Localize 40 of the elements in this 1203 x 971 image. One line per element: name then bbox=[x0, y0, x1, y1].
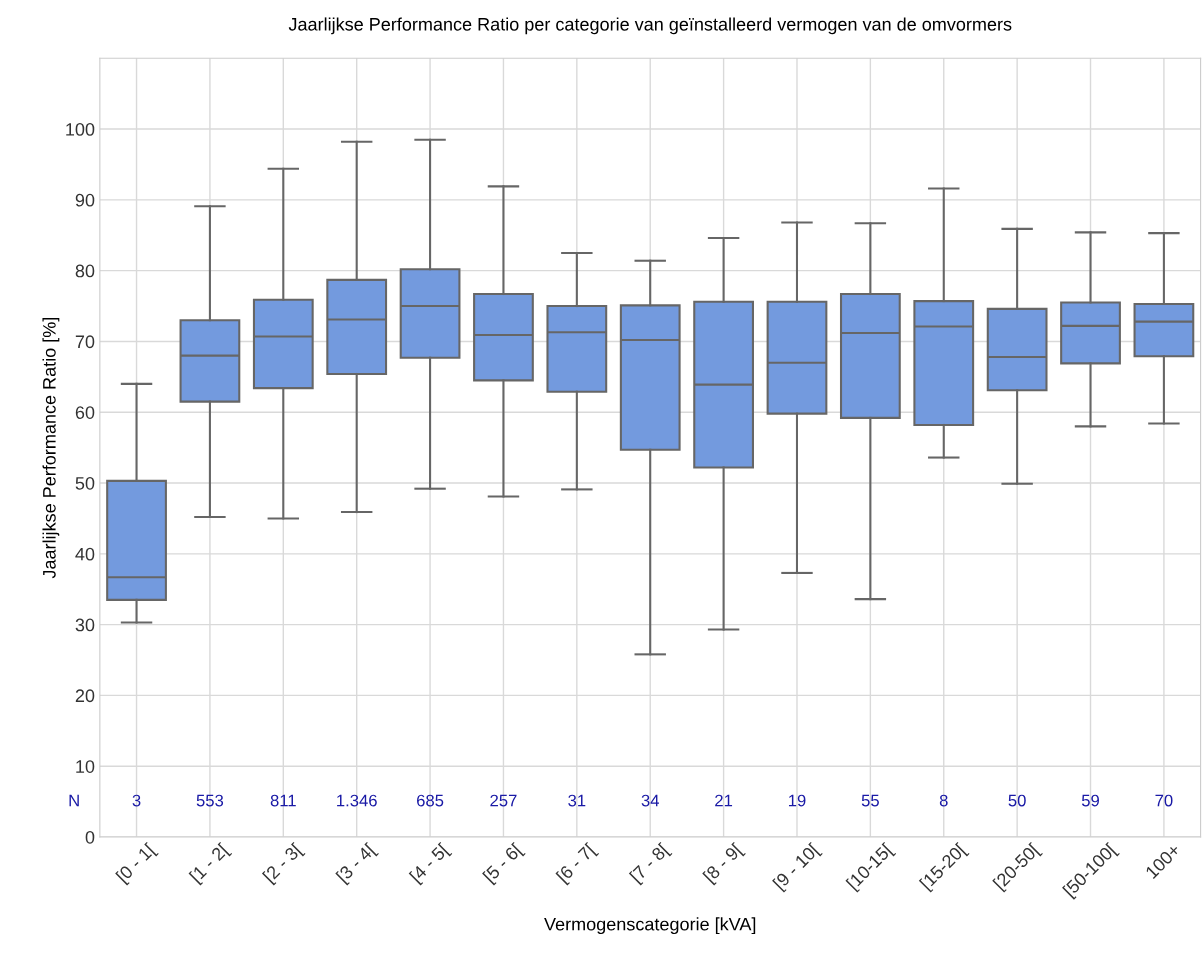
annotation: 19 bbox=[788, 794, 806, 807]
y-tick-label: 30 bbox=[75, 618, 95, 632]
x-tick-label: [3 - 4[ bbox=[335, 841, 379, 886]
annotation: 34 bbox=[641, 794, 659, 807]
annotation: 257 bbox=[490, 794, 517, 807]
annotation: 70 bbox=[1155, 794, 1173, 807]
x-tick-label: [1 - 2[ bbox=[188, 841, 233, 886]
x-tick-label: [4 - 5[ bbox=[408, 841, 453, 886]
x-tick-label: [8 - 9[ bbox=[702, 841, 746, 886]
y-tick-label: 60 bbox=[75, 406, 95, 419]
x-tick-label: [0 - 1[ bbox=[115, 841, 159, 886]
annotation: 50 bbox=[1008, 794, 1026, 807]
annotation: 31 bbox=[568, 794, 586, 807]
annotation: 553 bbox=[196, 794, 224, 807]
annotation: 3 bbox=[132, 794, 141, 807]
y-tick-label: 80 bbox=[75, 264, 95, 278]
y-axis-title: Jaarlijkse Performance Ratio [%] bbox=[42, 317, 60, 579]
y-tick-label: 100 bbox=[66, 122, 95, 136]
y-tick-label: 10 bbox=[76, 760, 95, 773]
x-tick-label: [2 - 3[ bbox=[261, 841, 306, 886]
x-tick-label: [6 - 7[ bbox=[555, 841, 600, 886]
x-tick-label: [7 - 8[ bbox=[628, 841, 673, 886]
annotation: 59 bbox=[1081, 794, 1099, 807]
annotation: 55 bbox=[861, 794, 879, 807]
x-axis-title: Vermogenscategorie [kVA] bbox=[544, 917, 756, 935]
annotation: 1.346 bbox=[337, 794, 377, 807]
y-tick-label: 20 bbox=[75, 689, 95, 703]
y-tick-label: 70 bbox=[75, 335, 95, 349]
y-tick-label: 50 bbox=[75, 476, 95, 490]
annotation: 811 bbox=[270, 794, 296, 807]
chart-title: Jaarlijkse Performance Ratio per categorie van geïnstalleerd vermogen van de omvormers bbox=[288, 17, 1012, 35]
x-tick-label: [5 - 6[ bbox=[482, 841, 526, 886]
annotation: 8 bbox=[939, 794, 948, 807]
y-tick-label: 40 bbox=[75, 547, 95, 561]
y-tick-label: 90 bbox=[75, 193, 95, 207]
text: N bbox=[69, 794, 79, 807]
annotation: 685 bbox=[417, 794, 444, 807]
annotation: 21 bbox=[715, 794, 733, 807]
y-tick-label: 0 bbox=[85, 830, 95, 844]
x-tick-label: [9 - 10[ bbox=[772, 841, 823, 893]
